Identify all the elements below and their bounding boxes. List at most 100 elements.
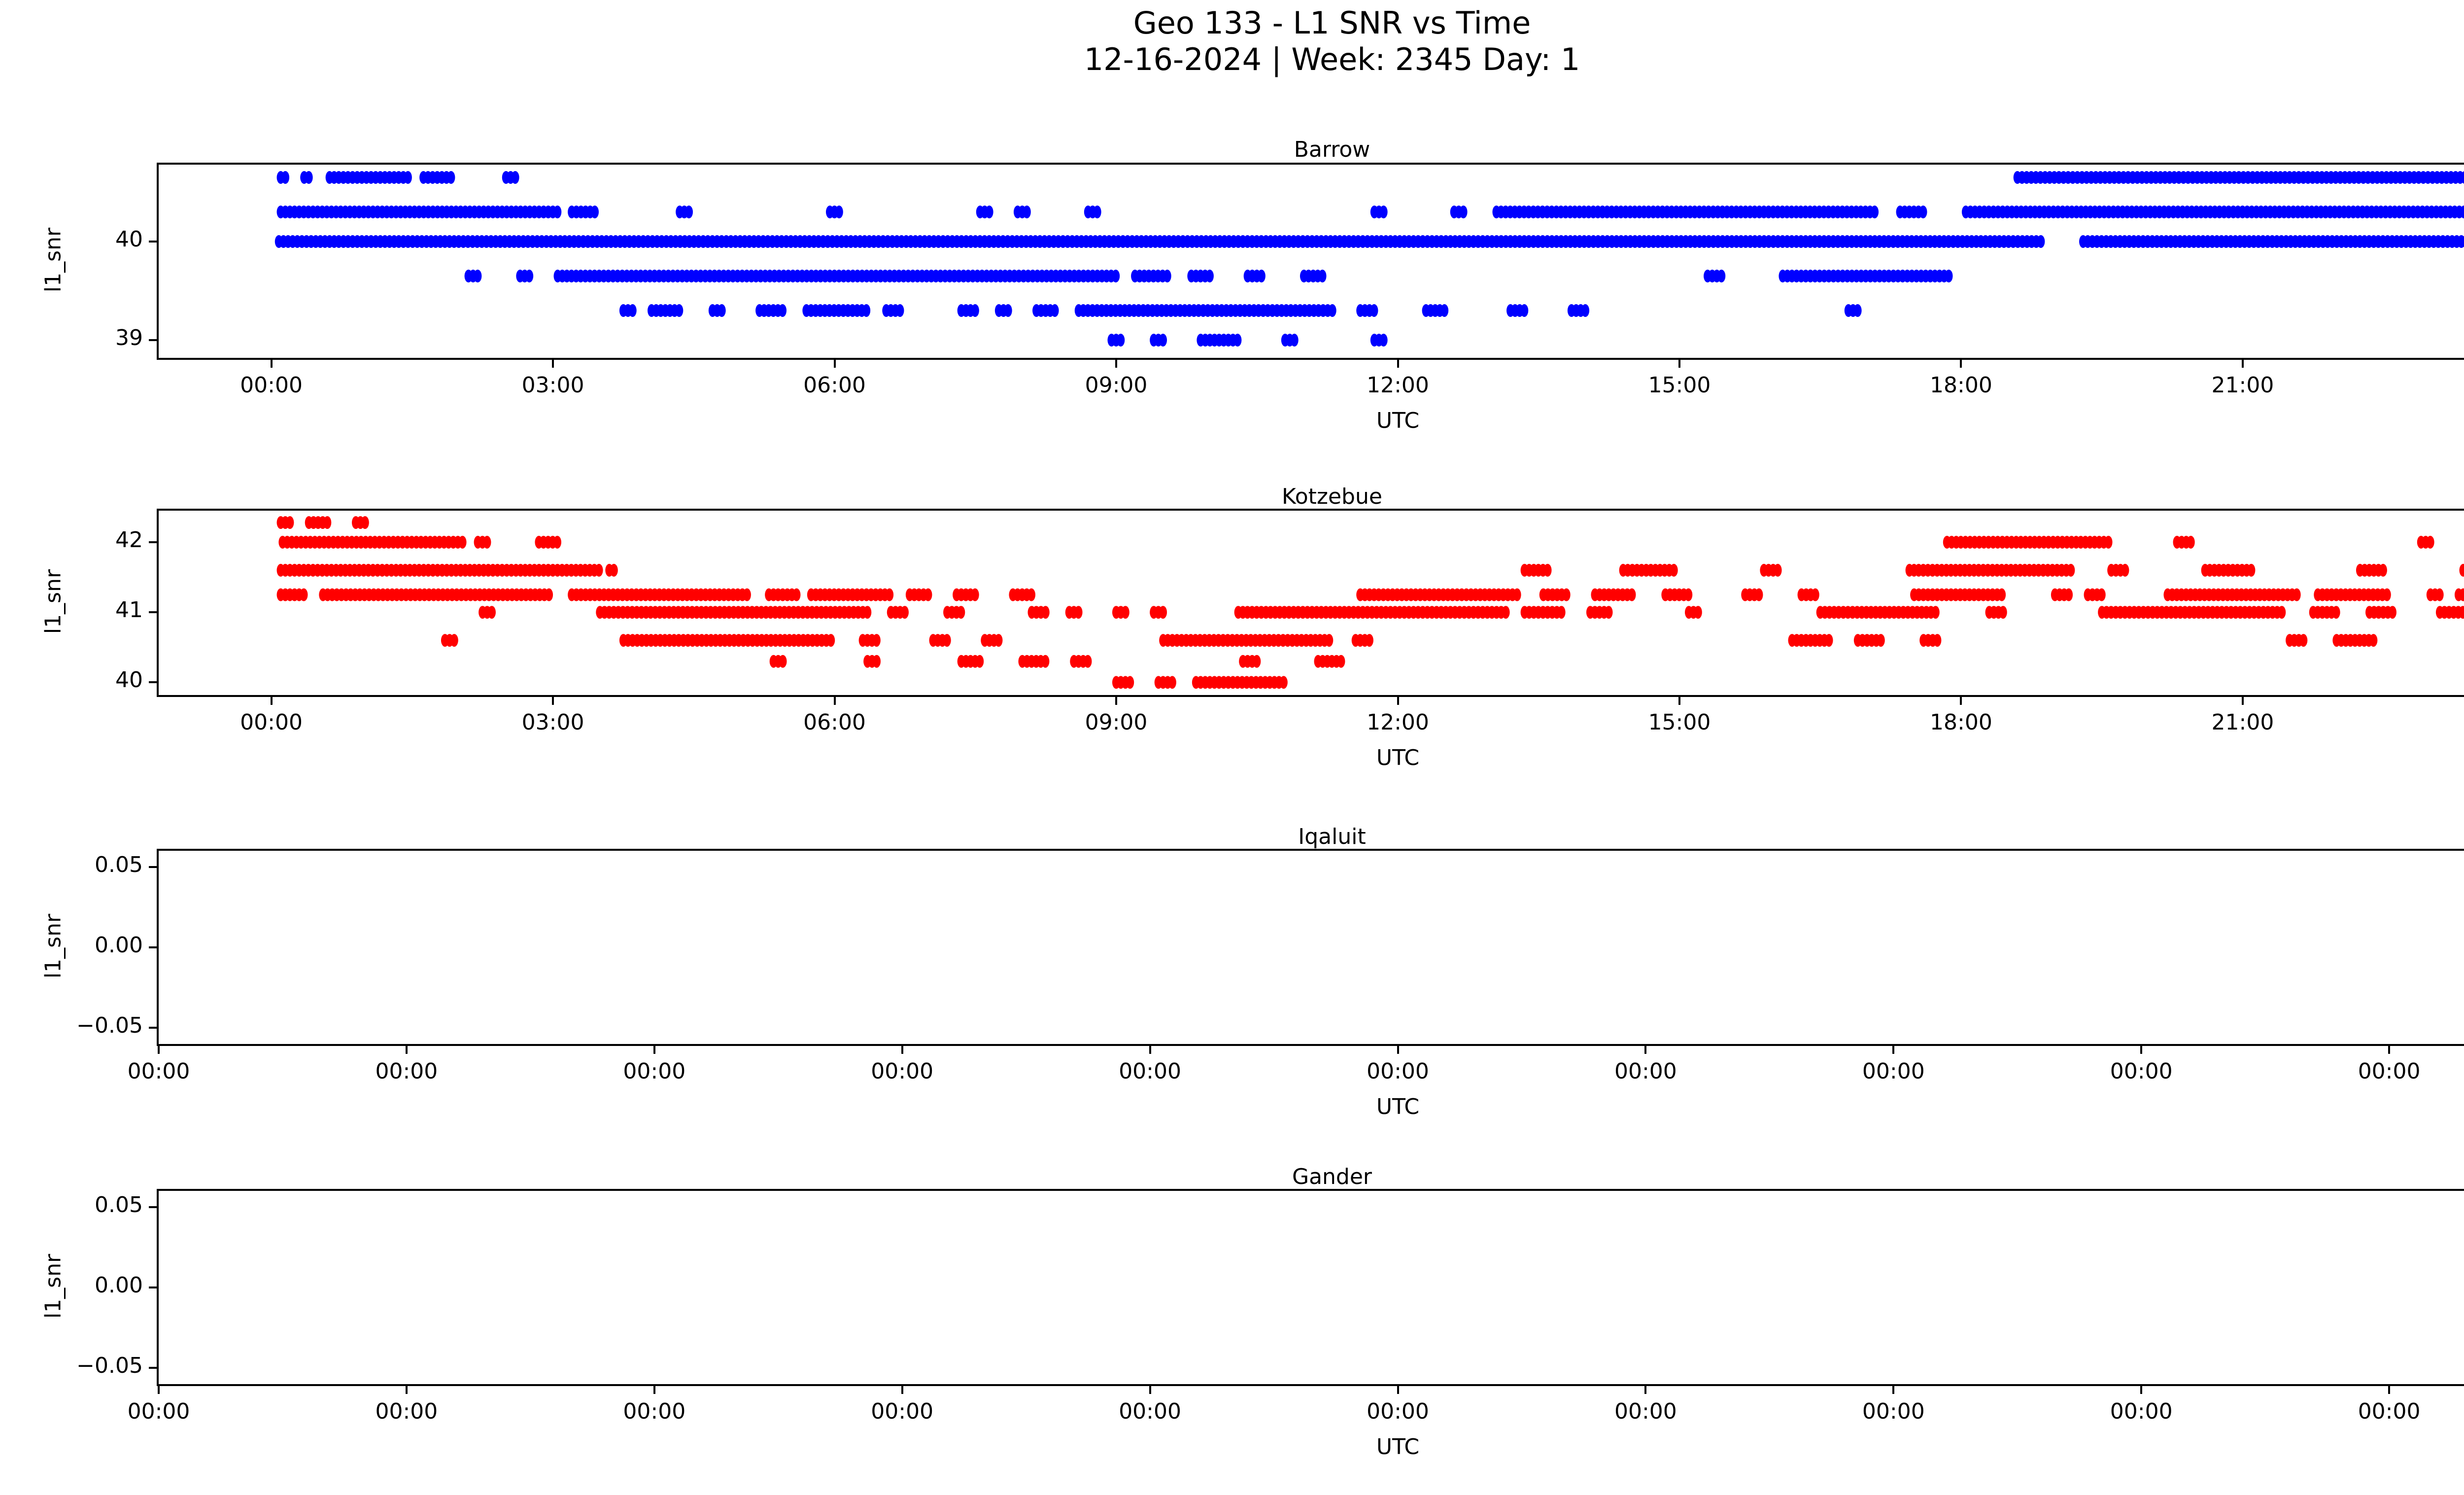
data-series-kotzebue [1150, 606, 1167, 619]
data-series-kotzebue [2356, 563, 2387, 577]
x-tick-label: 00:00 [2110, 1399, 2173, 1424]
data-series-kotzebue [1159, 634, 1334, 647]
x-tick-mark [158, 1046, 160, 1054]
x-tick-label: 00:00 [240, 710, 303, 735]
data-series-kotzebue [276, 563, 603, 577]
subplot-title-iqaluit: Iqaluit [1298, 824, 1366, 849]
data-series-kotzebue [2286, 634, 2308, 647]
data-series-kotzebue [1539, 588, 1571, 601]
x-tick-mark [1678, 697, 1680, 705]
x-tick-mark [1149, 1386, 1151, 1394]
x-tick-mark [1644, 1046, 1647, 1054]
data-series-barrow [553, 270, 1120, 282]
data-series-kotzebue [1070, 655, 1092, 668]
data-series-barrow [1492, 206, 1879, 218]
data-series-kotzebue [943, 606, 965, 619]
data-series-kotzebue [276, 588, 308, 601]
data-series-barrow [1074, 304, 1336, 317]
data-series-barrow [1032, 304, 1059, 317]
y-axis-label-gander: l1_snr [40, 1253, 66, 1319]
data-series-kotzebue [858, 634, 881, 647]
data-series-kotzebue [807, 588, 894, 601]
figure-title: Geo 133 - L1 SNR vs Time 12-16-2024 | We… [1084, 5, 1580, 77]
x-tick-label: 06:00 [803, 373, 866, 398]
data-series-kotzebue [1356, 588, 1521, 601]
data-series-kotzebue [2417, 535, 2434, 549]
x-tick-label: 06:00 [803, 710, 866, 735]
y-tick-label: 0.05 [95, 852, 143, 877]
x-tick-label: 00:00 [623, 1399, 686, 1424]
x-tick-label: 00:00 [1614, 1399, 1677, 1424]
scatter-canvas-kotzebue [276, 516, 2464, 689]
data-series-barrow [1356, 304, 1378, 317]
subplot-title-kotzebue: Kotzebue [1282, 484, 1382, 509]
data-series-barrow [2013, 171, 2464, 184]
y-tick-mark [149, 866, 157, 868]
x-tick-mark [1115, 697, 1118, 705]
y-tick-label: 0.05 [95, 1192, 143, 1217]
data-series-kotzebue [535, 535, 561, 549]
x-tick-mark [270, 697, 273, 705]
data-series-kotzebue [1520, 606, 1566, 619]
y-tick-mark [149, 339, 157, 341]
x-tick-label: 00:00 [1367, 1059, 1429, 1084]
data-series-barrow [276, 206, 562, 218]
scatter-canvas-gander [159, 1191, 2464, 1384]
data-series-kotzebue [863, 655, 881, 668]
data-series-barrow [1084, 206, 1101, 218]
data-series-barrow [516, 270, 534, 282]
x-axis-label-iqaluit: UTC [1376, 1094, 1420, 1119]
y-tick-mark [149, 1286, 157, 1288]
data-series-barrow [1567, 304, 1590, 317]
data-series-barrow [619, 304, 637, 317]
data-series-kotzebue [953, 588, 979, 601]
x-axis-label-gander: UTC [1376, 1434, 1420, 1460]
x-tick-mark [1115, 360, 1118, 368]
y-tick-label: 40 [115, 227, 143, 252]
data-series-kotzebue [1816, 606, 1940, 619]
data-series-kotzebue [1619, 563, 1678, 577]
data-series-kotzebue [2314, 588, 2391, 601]
scatter-canvas-barrow [274, 171, 2464, 347]
y-tick-label: 39 [115, 325, 143, 350]
x-tick-mark [1892, 1386, 1895, 1394]
y-axis-label-barrow: l1_snr [40, 227, 66, 293]
data-series-barrow [1961, 206, 2464, 218]
y-tick-mark [149, 541, 157, 543]
data-series-barrow [1150, 334, 1167, 347]
data-series-kotzebue [905, 588, 932, 601]
y-tick-label: −0.05 [76, 1013, 143, 1039]
data-series-kotzebue [305, 516, 332, 529]
data-series-kotzebue [1760, 563, 1782, 577]
data-series-kotzebue [1853, 634, 1885, 647]
data-series-kotzebue [769, 655, 787, 668]
data-series-kotzebue [2084, 588, 2106, 601]
x-axis-label-barrow: UTC [1376, 408, 1420, 433]
data-series-kotzebue [276, 516, 294, 529]
x-tick-mark [1960, 697, 1962, 705]
data-series-barrow [802, 304, 871, 317]
x-tick-label: 12:00 [1367, 710, 1429, 735]
y-axis-label-iqaluit: l1_snr [40, 913, 66, 979]
data-series-barrow [276, 171, 290, 184]
x-tick-label: 00:00 [1862, 1059, 1925, 1084]
data-series-kotzebue [1192, 676, 1288, 689]
x-tick-mark [405, 1386, 408, 1394]
data-series-barrow [1013, 206, 1031, 218]
x-tick-mark [2140, 1046, 2143, 1054]
data-series-barrow [274, 235, 2045, 248]
data-series-kotzebue [1661, 588, 1693, 601]
data-series-barrow [419, 171, 455, 184]
plot-area-iqaluit [157, 849, 2464, 1046]
x-tick-label: 00:00 [127, 1399, 190, 1424]
data-series-barrow [1107, 334, 1125, 347]
y-tick-mark [149, 1027, 157, 1029]
data-series-kotzebue [2426, 588, 2444, 601]
x-tick-label: 00:00 [2450, 710, 2464, 735]
x-tick-mark [2388, 1046, 2391, 1054]
data-series-kotzebue [2365, 606, 2396, 619]
data-series-kotzebue [568, 588, 751, 601]
x-tick-label: 12:00 [1367, 373, 1429, 398]
data-series-barrow [1370, 334, 1388, 347]
x-tick-label: 00:00 [1367, 1399, 1429, 1424]
